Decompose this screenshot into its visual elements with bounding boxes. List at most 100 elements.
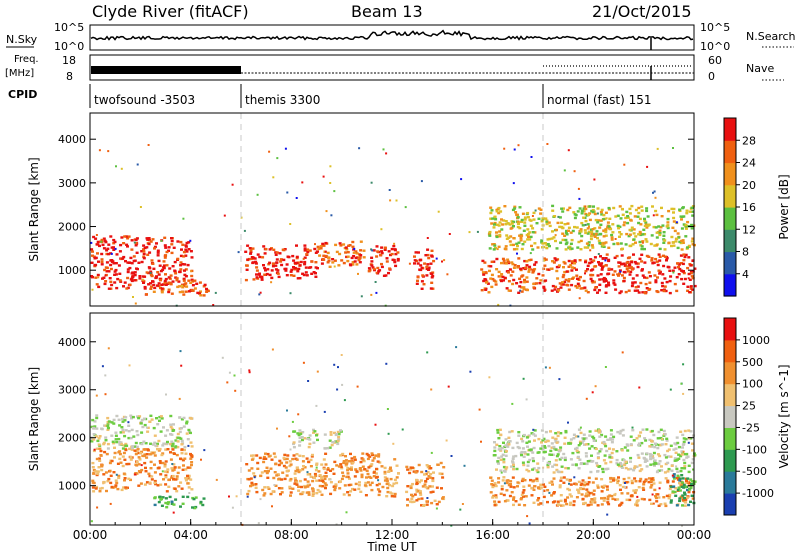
data-cell <box>142 440 146 443</box>
data-cell <box>585 488 589 491</box>
data-cell <box>104 439 108 442</box>
data-cell <box>589 258 593 261</box>
data-cell <box>172 511 175 514</box>
data-cell <box>501 223 505 226</box>
data-cell <box>245 463 249 466</box>
data-cell <box>605 449 609 453</box>
data-cell <box>178 430 182 434</box>
data-cell <box>542 495 546 499</box>
data-cell <box>370 452 374 455</box>
data-cell <box>157 439 161 443</box>
data-cell <box>267 469 270 473</box>
data-cell <box>154 444 158 447</box>
data-cell <box>152 283 156 287</box>
data-cell <box>654 279 658 282</box>
data-cell <box>146 253 150 256</box>
data-cell <box>114 268 118 272</box>
data-cell <box>661 284 665 288</box>
data-cell <box>92 449 96 453</box>
data-cell <box>540 228 544 231</box>
data-cell <box>511 460 514 463</box>
data-cell <box>579 287 583 290</box>
data-cell <box>650 234 654 237</box>
data-cell <box>114 434 118 437</box>
data-cell <box>679 454 683 458</box>
data-cell <box>666 226 670 230</box>
data-cell <box>684 437 688 441</box>
data-cell <box>598 278 602 281</box>
data-cell <box>596 456 600 460</box>
data-cell <box>275 258 279 261</box>
data-cell <box>275 251 279 254</box>
data-cell <box>448 233 451 235</box>
data-cell <box>615 254 619 258</box>
data-cell <box>149 240 153 243</box>
data-cell <box>686 455 690 458</box>
data-cell <box>323 482 327 485</box>
data-cell <box>132 435 136 438</box>
data-cell <box>563 223 567 226</box>
data-cell <box>375 245 379 248</box>
data-cell <box>295 453 299 456</box>
data-cell <box>591 228 595 231</box>
data-cell <box>687 429 691 432</box>
data-cell <box>460 178 463 181</box>
data-cell <box>656 147 659 150</box>
data-cell <box>618 261 622 264</box>
data-cell <box>108 277 112 280</box>
data-cell <box>609 437 613 440</box>
data-cell <box>497 270 501 274</box>
data-cell <box>93 264 97 267</box>
data-cell <box>199 500 203 504</box>
data-cell <box>321 257 325 261</box>
data-cell <box>689 478 693 481</box>
data-cell <box>110 434 114 437</box>
data-cell <box>377 455 381 458</box>
data-cell <box>104 266 108 269</box>
data-cell <box>660 281 664 285</box>
data-cell <box>672 448 676 451</box>
data-cell <box>98 459 102 462</box>
data-cell <box>306 485 310 488</box>
data-cell <box>292 446 296 449</box>
data-cell <box>590 230 594 234</box>
data-cell <box>112 442 116 445</box>
data-cell <box>521 491 525 494</box>
data-cell <box>666 479 670 482</box>
data-cell <box>341 471 345 474</box>
data-cell <box>430 388 433 391</box>
data-cell <box>495 223 499 226</box>
data-cell <box>647 271 651 274</box>
data-cell <box>355 252 359 255</box>
data-cell <box>114 484 118 487</box>
data-cell <box>512 248 516 251</box>
data-cell <box>681 262 685 266</box>
data-cell <box>104 436 108 439</box>
data-cell <box>639 223 643 226</box>
data-cell <box>143 287 147 290</box>
data-cell <box>660 215 664 218</box>
data-cell <box>596 274 600 277</box>
data-cell <box>133 273 137 277</box>
data-cell <box>329 433 333 436</box>
data-cell <box>104 393 107 396</box>
data-cell <box>437 210 440 213</box>
nsearch-label: N.Search <box>746 30 796 43</box>
data-cell <box>320 493 324 496</box>
data-cell <box>100 427 104 430</box>
data-cell <box>277 463 281 467</box>
data-cell <box>642 498 646 501</box>
data-cell <box>140 468 144 472</box>
data-cell <box>675 465 678 468</box>
data-cell <box>614 288 618 291</box>
data-cell <box>624 482 626 484</box>
data-cell <box>131 445 135 448</box>
data-cell <box>679 254 683 257</box>
data-cell <box>502 279 505 282</box>
data-cell <box>486 282 490 285</box>
data-cell <box>680 382 683 385</box>
data-cell <box>333 486 337 489</box>
data-cell <box>170 239 174 243</box>
data-cell <box>158 415 162 419</box>
data-cell <box>289 270 293 273</box>
